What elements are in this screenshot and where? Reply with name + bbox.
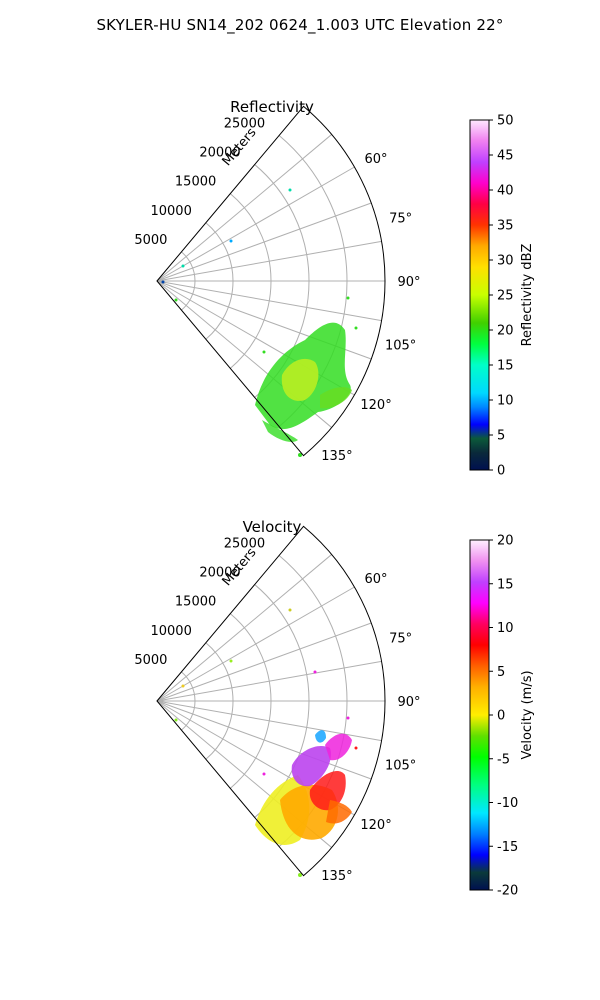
velocity-colorbar: -20 -15 -10 -5 0 5 10 15 20 Velocity (m/s): [469, 534, 535, 899]
range-tick-label: 25000: [224, 536, 265, 551]
reflectivity-panel: Reflectivity 5000 10000 15000 20000 25000 60…: [134, 98, 420, 464]
colorbar-tick-label: -15: [497, 840, 518, 855]
velocity-panel: Velocity 5000 10000 15000 20000 25000 60° 75°…: [134, 518, 420, 884]
colorbar-tick-label: 0: [497, 709, 505, 724]
colorbar-label: Reflectivity dBZ: [520, 244, 535, 347]
azimuth-tick-label: 90°: [397, 275, 420, 290]
azimuth-gridline: [156, 134, 332, 282]
colorbar-label: Velocity (m/s): [520, 670, 535, 759]
colorbar-tick-label: 20: [497, 324, 514, 339]
colorbar-tick-label: 20: [497, 534, 514, 549]
range-tick-label: 20000: [199, 566, 240, 581]
range-tick-label: 5000: [134, 233, 167, 248]
colorbar-tick-label: 10: [497, 621, 514, 636]
range-tick-label: 20000: [199, 146, 240, 161]
colorbar-tick-label: 15: [497, 359, 514, 374]
figure-title: SKYLER-HU SN14_202 0624_1.003 UTC Elevat…: [96, 16, 504, 34]
azimuth-gridline: [156, 240, 382, 282]
sector-boundary: [156, 525, 386, 877]
colorbar-tick-label: 10: [497, 394, 514, 409]
azimuth-tick-label: 75°: [389, 631, 412, 646]
range-tick-label: 10000: [150, 204, 191, 219]
colorbar-tick-label: 25: [497, 289, 514, 304]
colorbar-tick-label: 50: [497, 114, 514, 129]
azimuth-gridline: [156, 202, 372, 282]
colorbar-tick-label: -10: [497, 796, 518, 811]
colorbar-tick-label: -20: [497, 884, 518, 899]
colorbar-tick-label: 40: [497, 184, 514, 199]
azimuth-gridline: [156, 280, 382, 322]
range-tick-label: 25000: [224, 116, 265, 131]
panel-title: Reflectivity: [230, 98, 314, 116]
colorbar-tick-label: 15: [497, 577, 514, 592]
azimuth-tick-label: 120°: [360, 398, 391, 413]
azimuth-tick-label: 120°: [360, 818, 391, 833]
reflectivity-colorbar: 0 5 10 15 20 25 30 35 40 45 50 Reflectivity dBZ: [469, 114, 535, 479]
colorbar-tick-label: 45: [497, 149, 514, 164]
azimuth-gridline: [156, 622, 372, 702]
panel-title: Velocity: [243, 518, 302, 536]
azimuth-tick-label: 135°: [321, 869, 352, 884]
range-tick-label: 15000: [175, 595, 216, 610]
azimuth-gridline: [156, 660, 382, 702]
colorbar-tick-label: 0: [497, 464, 505, 479]
azimuth-gridline: [156, 586, 355, 702]
sector-boundary: [156, 105, 386, 457]
reflectivity-echo: [161, 188, 358, 457]
range-tick-label: 10000: [150, 624, 191, 639]
azimuth-tick-label: 105°: [385, 759, 416, 774]
azimuth-tick-label: 90°: [397, 695, 420, 710]
range-tick-label: 5000: [134, 653, 167, 668]
colorbar-tick-label: 35: [497, 219, 514, 234]
colorbar-tick-label: -5: [497, 752, 510, 767]
azimuth-tick-label: 105°: [385, 339, 416, 354]
colorbar-tick-label: 5: [497, 665, 505, 680]
velocity-echo: [174, 608, 358, 877]
azimuth-tick-label: 75°: [389, 211, 412, 226]
colorbar-tick-label: 30: [497, 254, 514, 269]
azimuth-tick-label: 135°: [321, 449, 352, 464]
range-tick-label: 15000: [175, 175, 216, 190]
azimuth-gridline: [156, 700, 372, 780]
azimuth-gridline: [156, 554, 332, 702]
azimuth-tick-label: 60°: [365, 152, 388, 167]
colorbar-tick-label: 5: [497, 429, 505, 444]
azimuth-tick-label: 60°: [365, 572, 388, 587]
azimuth-gridline: [156, 166, 355, 282]
